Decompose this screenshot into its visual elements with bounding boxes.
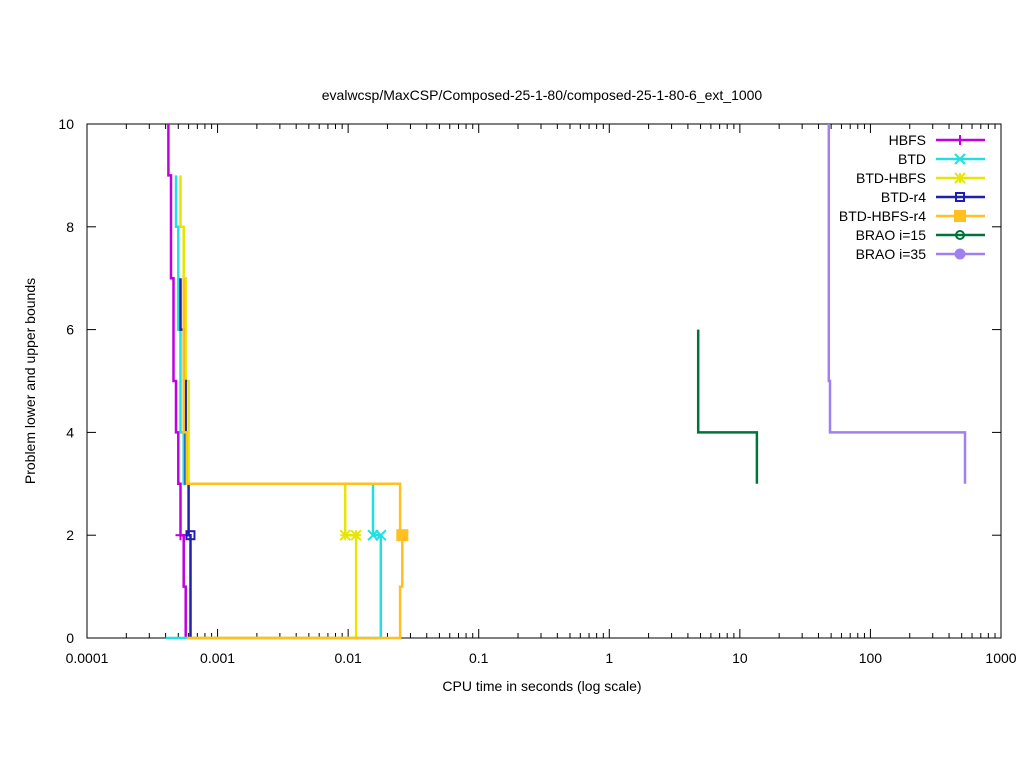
y-tick-label: 4: [66, 424, 74, 440]
legend-label-btd-hbfs-r4: BTD-HBFS-r4: [839, 208, 926, 224]
x-tick-label: 100: [859, 650, 883, 666]
series-marker-hbfs: [175, 530, 186, 541]
axis-ticks: 0.0001 0.001 0.01 0.1 1 10 100 1000 0 2 4 6 8 10: [58, 116, 1016, 666]
legend-label-hbfs: HBFS: [889, 132, 926, 148]
x-tick-label: 1000: [985, 650, 1016, 666]
legend-marker-brao-i-35: [954, 248, 966, 260]
series-marker-btd-hbfs-r4: [396, 529, 409, 542]
legend-marker-btd-r4: [955, 192, 965, 202]
y-tick-label: 0: [66, 630, 74, 646]
legend-marker-hbfs: [955, 135, 965, 145]
series-marker-btd-hbfs: [350, 529, 362, 541]
x-tick-label: 0.0001: [66, 650, 109, 666]
x-tick-label: 0.001: [200, 650, 235, 666]
legend-marker-btd-hbfs: [954, 172, 966, 184]
y-tick-label: 6: [66, 322, 74, 338]
series-line-hbfs: [167, 124, 187, 638]
legend-marker-btd-hbfs-r4: [954, 210, 966, 222]
x-tick-label: 10: [732, 650, 748, 666]
y-tick-label: 8: [66, 219, 74, 235]
series-marker-btd-r4: [185, 530, 196, 541]
chart-title: evalwcsp/MaxCSP/Composed-25-1-80/compose…: [322, 87, 763, 103]
legend-label-brao-i-15: BRAO i=15: [856, 227, 927, 243]
series-line-btd-hbfs-r4: [182, 278, 404, 640]
y-tick-label: 2: [66, 527, 74, 543]
series-line-btd: [165, 175, 383, 640]
legend-label-btd-hbfs: BTD-HBFS: [856, 170, 926, 186]
x-axis-label: CPU time in seconds (log scale): [442, 678, 641, 694]
legend-label-btd-r4: BTD-r4: [881, 189, 926, 205]
legend-marker-btd: [954, 153, 966, 165]
x-tick-label: 0.01: [335, 650, 362, 666]
legend-label-brao-i-35: BRAO i=35: [856, 246, 927, 262]
series-marker-btd: [375, 529, 387, 541]
x-tick-label: 1: [605, 650, 613, 666]
plot-frame: [86, 123, 1002, 639]
y-axis-label: Problem lower and upper bounds: [22, 278, 38, 484]
legend-label-btd: BTD: [898, 151, 926, 167]
series-line-btd-hbfs: [179, 175, 358, 640]
legend-marker-brao-i-15: [955, 230, 965, 240]
x-tick-label: 0.1: [469, 650, 489, 666]
series-line-brao-i-15: [696, 329, 759, 484]
series-line-brao-i-35: [827, 124, 967, 484]
series-marker-btd-hbfs: [339, 529, 351, 541]
series-layer: [165, 124, 967, 640]
legend: HBFS BTD BTD-HBFS BTD-r4 BTD-HBFS-r4 BRAO i=1…: [839, 132, 985, 262]
y-tick-label: 10: [58, 116, 74, 132]
